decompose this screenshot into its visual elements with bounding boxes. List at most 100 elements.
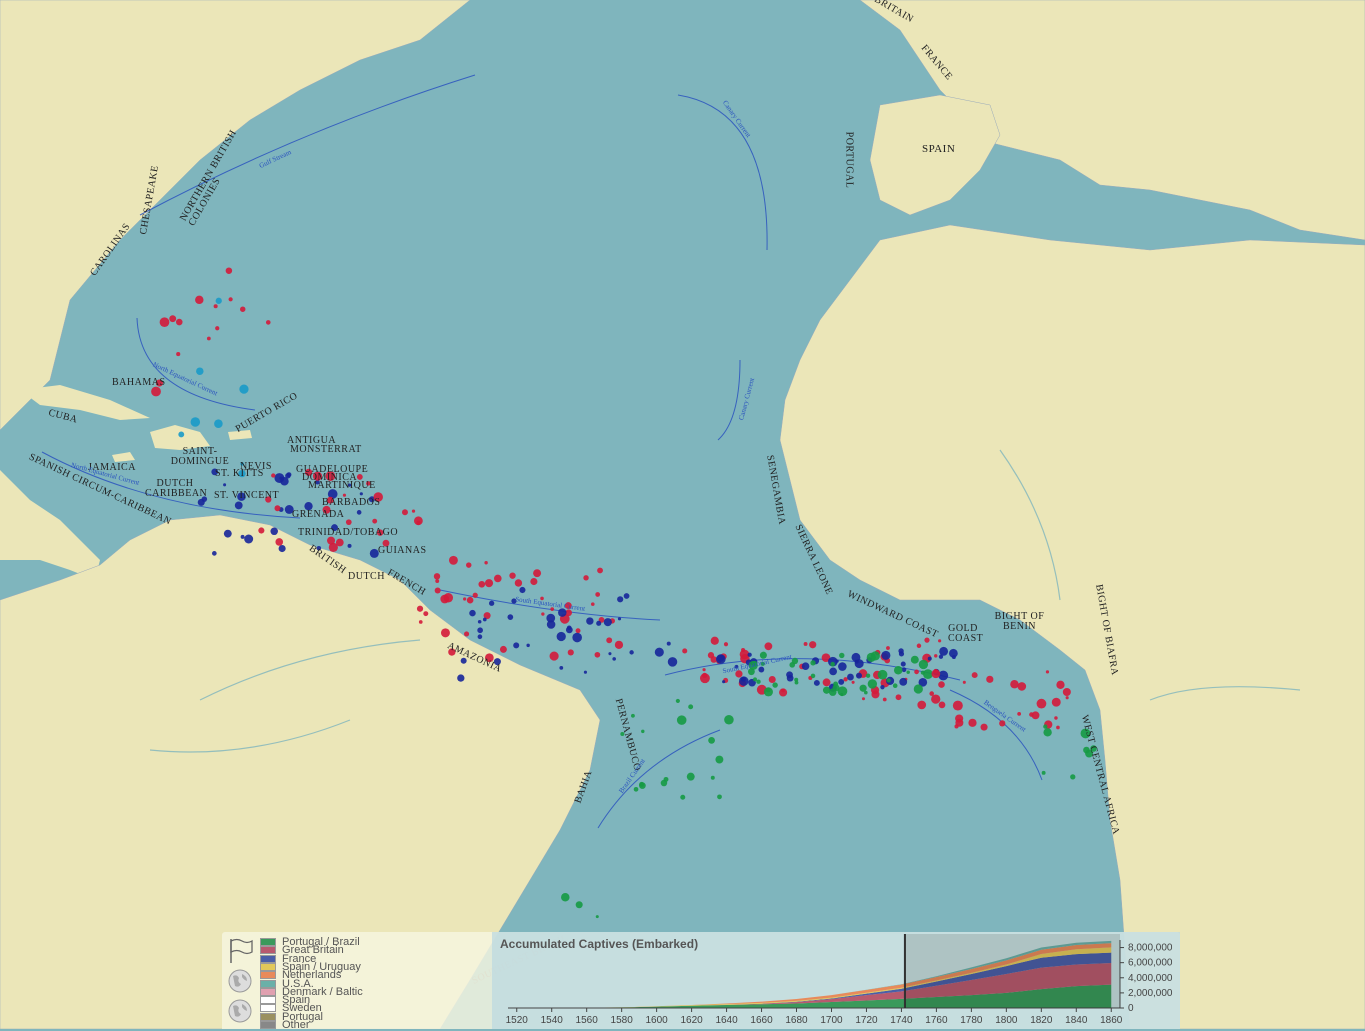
voyage-marker[interactable] xyxy=(1043,728,1052,737)
voyage-marker[interactable] xyxy=(271,473,276,478)
voyage-marker[interactable] xyxy=(756,679,761,684)
voyage-marker[interactable] xyxy=(234,501,243,510)
voyage-marker[interactable] xyxy=(759,651,767,659)
voyage-marker[interactable] xyxy=(356,473,363,480)
voyage-marker[interactable] xyxy=(373,492,383,502)
voyage-marker[interactable] xyxy=(565,626,573,634)
voyage-marker[interactable] xyxy=(416,520,421,525)
voyage-marker[interactable] xyxy=(620,731,625,737)
voyage-marker[interactable] xyxy=(316,545,322,551)
voyage-marker[interactable] xyxy=(466,562,472,568)
voyage-marker[interactable] xyxy=(530,577,538,586)
voyage-marker[interactable] xyxy=(840,692,844,697)
voyage-marker[interactable] xyxy=(682,648,688,654)
voyage-marker[interactable] xyxy=(629,650,634,655)
voyage-marker[interactable] xyxy=(567,649,574,656)
voyage-marker[interactable] xyxy=(809,641,817,649)
voyage-marker[interactable] xyxy=(541,612,545,616)
voyage-marker[interactable] xyxy=(772,682,778,688)
voyage-marker[interactable] xyxy=(882,697,887,702)
voyage-marker[interactable] xyxy=(493,658,501,666)
voyage-marker[interactable] xyxy=(312,471,323,481)
voyage-marker[interactable] xyxy=(195,295,204,305)
voyage-marker[interactable] xyxy=(747,652,752,657)
voyage-marker[interactable] xyxy=(477,634,483,640)
voyage-marker[interactable] xyxy=(999,720,1006,727)
voyage-marker[interactable] xyxy=(886,646,890,650)
voyage-marker[interactable] xyxy=(724,714,734,725)
voyage-marker[interactable] xyxy=(722,680,726,684)
voyage-marker[interactable] xyxy=(1017,682,1027,691)
voyage-marker[interactable] xyxy=(851,652,861,662)
voyage-marker[interactable] xyxy=(176,352,181,357)
voyage-marker[interactable] xyxy=(760,661,765,666)
voyage-marker[interactable] xyxy=(702,668,706,672)
voyage-marker[interactable] xyxy=(223,483,227,487)
voyage-marker[interactable] xyxy=(939,646,949,656)
voyage-marker[interactable] xyxy=(499,645,507,653)
voyage-marker[interactable] xyxy=(265,496,272,503)
voyage-marker[interactable] xyxy=(1036,698,1047,709)
voyage-marker[interactable] xyxy=(556,631,566,642)
voyage-marker[interactable] xyxy=(962,680,966,684)
voyage-marker[interactable] xyxy=(680,794,686,800)
voyage-marker[interactable] xyxy=(369,548,379,558)
voyage-marker[interactable] xyxy=(880,685,885,690)
voyage-marker[interactable] xyxy=(929,691,935,696)
voyage-marker[interactable] xyxy=(558,608,567,617)
voyage-marker[interactable] xyxy=(971,672,978,679)
voyage-marker[interactable] xyxy=(938,654,944,659)
voyage-marker[interactable] xyxy=(546,620,556,629)
voyage-marker[interactable] xyxy=(717,794,722,800)
voyage-marker[interactable] xyxy=(794,680,799,685)
voyage-marker[interactable] xyxy=(753,677,758,682)
voyage-marker[interactable] xyxy=(898,651,905,657)
voyage-marker[interactable] xyxy=(715,755,724,764)
voyage-marker[interactable] xyxy=(723,642,729,647)
voyage-marker[interactable] xyxy=(801,662,810,670)
voyage-marker[interactable] xyxy=(482,617,487,622)
voyage-marker[interactable] xyxy=(986,675,994,683)
voyage-marker[interactable] xyxy=(151,386,161,397)
voyage-marker[interactable] xyxy=(867,679,878,689)
voyage-marker[interactable] xyxy=(469,609,476,617)
voyage-marker[interactable] xyxy=(739,676,749,686)
voyage-marker[interactable] xyxy=(278,544,286,553)
voyage-marker[interactable] xyxy=(794,677,799,682)
voyage-marker[interactable] xyxy=(590,602,595,606)
voyage-marker[interactable] xyxy=(586,617,594,625)
voyage-marker[interactable] xyxy=(822,686,831,694)
voyage-marker[interactable] xyxy=(810,673,816,679)
voyage-marker[interactable] xyxy=(561,892,570,902)
voyage-marker[interactable] xyxy=(472,592,478,598)
voyage-marker[interactable] xyxy=(654,647,664,657)
voyage-marker[interactable] xyxy=(822,678,831,687)
voyage-marker[interactable] xyxy=(641,729,645,734)
voyage-marker[interactable] xyxy=(594,651,601,658)
voyage-marker[interactable] xyxy=(190,417,201,427)
voyage-marker[interactable] xyxy=(914,669,919,675)
voyage-marker[interactable] xyxy=(949,648,958,658)
voyage-marker[interactable] xyxy=(870,651,880,661)
voyage-marker[interactable] xyxy=(514,579,523,587)
voyage-marker[interactable] xyxy=(1090,745,1097,752)
voyage-marker[interactable] xyxy=(955,718,964,727)
voyage-marker[interactable] xyxy=(488,600,495,606)
voyage-marker[interactable] xyxy=(155,379,163,387)
voyage-marker[interactable] xyxy=(597,567,603,574)
voyage-marker[interactable] xyxy=(938,639,942,643)
voyage-marker[interactable] xyxy=(895,694,902,701)
voyage-marker[interactable] xyxy=(612,657,616,661)
voyage-marker[interactable] xyxy=(493,574,502,583)
voyage-marker[interactable] xyxy=(366,481,371,486)
voyage-marker[interactable] xyxy=(1080,728,1091,739)
voyage-marker[interactable] xyxy=(686,772,695,781)
voyage-marker[interactable] xyxy=(519,586,526,594)
voyage-marker[interactable] xyxy=(411,509,416,513)
voyage-marker[interactable] xyxy=(211,468,219,476)
voyage-marker[interactable] xyxy=(546,613,556,623)
voyage-marker[interactable] xyxy=(899,677,908,686)
voyage-marker[interactable] xyxy=(327,489,338,499)
voyage-marker[interactable] xyxy=(917,700,927,710)
voyage-marker[interactable] xyxy=(851,680,855,684)
